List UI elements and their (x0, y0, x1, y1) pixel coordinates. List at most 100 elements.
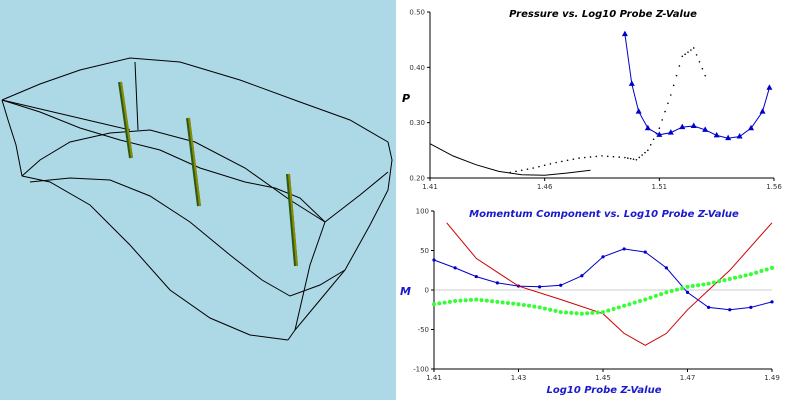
momentum-series-3-point (458, 298, 463, 303)
pressure-series-3-marker (628, 80, 635, 86)
momentum-series-3-point (637, 299, 642, 304)
momentum-series-1-marker (685, 290, 690, 294)
pressure-series-2-point (638, 156, 641, 159)
pressure-series-3-marker (679, 123, 686, 130)
momentum-series-1-marker (580, 274, 584, 278)
pressure-series-2-point (538, 165, 540, 168)
momentum-series-3-point (479, 298, 484, 303)
wireframe-right-edge (287, 141, 393, 341)
pressure-series-2-point (664, 110, 666, 113)
pressure-series-2-point (584, 156, 586, 159)
momentum-x-tick-label: 1.47 (680, 374, 696, 382)
probe-1[interactable] (120, 81, 133, 159)
momentum-series-3-point (505, 301, 510, 306)
momentum-series-3-point (770, 265, 774, 270)
probe-2[interactable] (188, 117, 201, 207)
pressure-series-2-point (543, 164, 546, 167)
momentum-series-3-point (548, 307, 553, 312)
momentum-series-3-point (685, 284, 690, 289)
momentum-series-3-point (432, 302, 436, 307)
momentum-series-3-point (532, 304, 537, 309)
pressure-y-axis-label: P (402, 92, 410, 105)
pressure-series-2-point (692, 47, 695, 49)
momentum-series-3-point (754, 270, 759, 275)
pressure-series-2-point (520, 169, 523, 172)
momentum-series-3-point (447, 299, 452, 304)
pressure-plot: Pressure vs. Log10 Probe Z-Value P 1.41 1… (402, 9, 782, 192)
momentum-series-3-point (722, 278, 727, 283)
pressure-series-3-marker (748, 124, 755, 131)
momentum-series-3-point (542, 306, 547, 311)
momentum-series-3-point (696, 283, 701, 288)
probe-3[interactable] (288, 173, 298, 267)
momentum-series-3-point (484, 298, 489, 303)
pressure-x-tick-label: 1.51 (652, 183, 668, 191)
momentum-series-2-line (446, 222, 773, 346)
pressure-series-2-point (687, 51, 689, 53)
pressure-plot-title: Pressure vs. Log10 Probe Z-Value (509, 9, 697, 20)
momentum-series-3-point (569, 310, 574, 315)
plots-svg: Pressure vs. Log10 Probe Z-Value P 1.41 1… (400, 9, 782, 397)
wireframe-vertical (134, 61, 139, 131)
momentum-series-1-marker (495, 281, 499, 285)
pressure-series-2-point (641, 154, 643, 156)
pressure-series-3-marker (702, 126, 709, 132)
momentum-series-1-marker (432, 258, 436, 262)
pressure-series-3-line (624, 34, 770, 139)
pressure-series-2-point (549, 163, 552, 165)
pressure-series-3-marker (759, 108, 766, 114)
momentum-series-3-point (764, 267, 769, 272)
pressure-series-2-point (704, 74, 706, 77)
momentum-series-3-point (669, 288, 674, 293)
pressure-series-2-point (675, 74, 678, 77)
momentum-plot: Momentum Component vs. Log10 Probe Z-Val… (400, 208, 780, 397)
pressure-series-2-point (578, 157, 580, 159)
momentum-series-3-point (733, 275, 738, 280)
pressure-series-2-point (509, 171, 512, 174)
pressure-series-3-marker (644, 124, 651, 131)
pressure-series-2-point (658, 127, 661, 129)
momentum-series-3-point (606, 308, 611, 313)
pressure-series-3-marker (667, 129, 674, 135)
momentum-series-1-marker (643, 250, 647, 254)
pressure-series-2-point (566, 159, 569, 162)
momentum-series-3-point (527, 303, 532, 308)
pressure-series-3-marker (635, 108, 642, 114)
momentum-y-tick-label: -100 (413, 366, 429, 374)
momentum-series-3-point (632, 300, 637, 305)
pressure-series-3-marker (713, 131, 720, 138)
momentum-series-3-point (537, 305, 542, 310)
pressure-y-tick-label: 0.20 (409, 175, 425, 183)
pressure-series-3-marker (690, 122, 697, 128)
pressure-series-2-point (670, 94, 672, 96)
pressure-x-tick-label: 1.56 (766, 183, 782, 191)
pressure-series-2-point (629, 157, 632, 160)
3d-viewport[interactable] (0, 0, 396, 400)
pressure-x-tick-label: 1.41 (422, 183, 438, 191)
momentum-series-3-point (759, 269, 764, 274)
momentum-series-3-point (727, 276, 732, 281)
wireframe-front-arc (21, 129, 326, 223)
pressure-series-2-point (635, 158, 638, 161)
momentum-series-3-point (474, 297, 479, 302)
momentum-series-3-point (495, 299, 500, 304)
momentum-series-3-point (463, 298, 468, 303)
momentum-y-tick-label: 50 (420, 247, 429, 255)
momentum-y-tick-label: 100 (416, 208, 429, 216)
pressure-series-2-point (632, 158, 635, 160)
momentum-series-3-point (738, 274, 743, 279)
wireframe-mid-curve (1, 99, 326, 223)
momentum-series-1-marker (453, 266, 457, 270)
momentum-series-3-point (601, 310, 605, 315)
momentum-series-1-marker (728, 308, 732, 312)
pressure-series-3-marker (766, 84, 773, 90)
wireframe-bottom-edge (21, 175, 289, 341)
momentum-series-3-point (706, 281, 711, 286)
momentum-series-3-point (453, 299, 458, 304)
momentum-plot-title: Momentum Component vs. Log10 Probe Z-Val… (469, 209, 739, 220)
pressure-series-2-point (589, 156, 592, 158)
momentum-series-1-marker (538, 285, 542, 289)
momentum-series-1-marker (559, 283, 563, 287)
momentum-x-tick-label: 1.41 (426, 374, 442, 382)
pressure-series-2-point (698, 61, 701, 63)
